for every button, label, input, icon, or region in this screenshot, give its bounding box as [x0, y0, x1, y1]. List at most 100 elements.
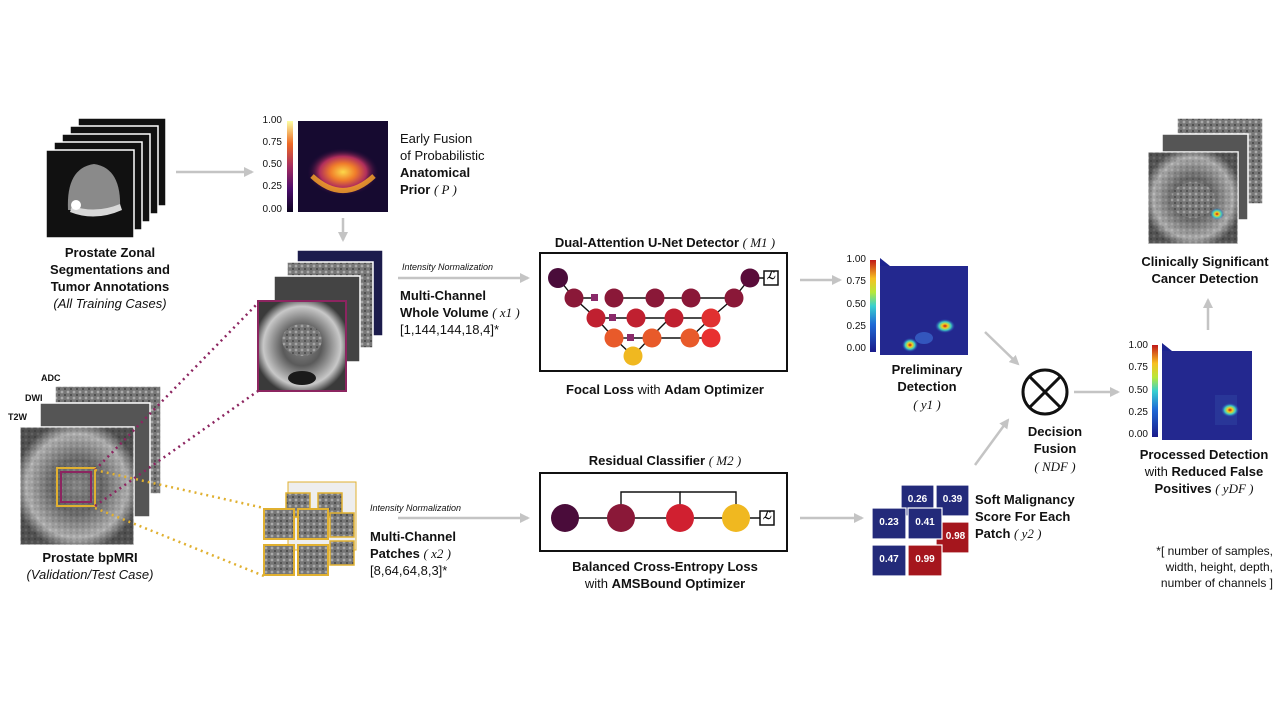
detector-loss: Focal Loss with Adam Optimizer: [520, 381, 810, 398]
zonal-title-line-3: Tumor Annotations: [50, 279, 170, 294]
fusion-operator-icon: [1021, 368, 1069, 416]
detector-loss-c: Adam Optimizer: [664, 382, 764, 397]
prior-label-line-1: Early Fusion: [400, 131, 473, 146]
footnote-line-1: *[ number of samples,: [1156, 544, 1273, 558]
preliminary-tick: 0.50: [846, 299, 866, 310]
zonal-title: Prostate Zonal Segmentations and Tumor A…: [20, 244, 200, 295]
zonal-subtitle: (All Training Cases): [53, 296, 167, 311]
preliminary-colorbar: [870, 260, 876, 352]
whole-volume-stack: [257, 249, 384, 392]
malignancy-score-cubes: [871, 484, 970, 577]
prior-map: [298, 121, 388, 212]
score-value: 0.39: [942, 494, 963, 505]
detector-loss-b: with: [637, 382, 661, 397]
sequence-label-t2w: T2W: [8, 412, 27, 422]
prior-tick: 0.50: [262, 159, 282, 170]
classifier-loss-b: with: [584, 576, 608, 591]
processed-line-1: Processed Detection: [1139, 447, 1269, 462]
prior-tick: 0.25: [262, 181, 282, 192]
processed-tick: 0.00: [1128, 429, 1148, 440]
preliminary-tick: 0.75: [846, 276, 866, 287]
detector-loss-a: Focal Loss: [566, 382, 634, 397]
classifier-box: [539, 472, 788, 552]
preliminary-tick: 0.25: [846, 321, 866, 332]
sequence-label-dwi: DWI: [25, 393, 43, 403]
gold-dotted-lines: [94, 468, 265, 578]
processed-tick: 0.50: [1128, 385, 1148, 396]
processed-tick: 0.25: [1128, 407, 1148, 418]
malignancy-line-1: Soft Malignancy: [975, 492, 1075, 507]
score-value: 0.98: [945, 531, 966, 542]
zonal-segmentation-stack: [45, 117, 167, 239]
preliminary-line-2: Detection: [897, 379, 957, 394]
patches-line-1: Multi-Channel: [370, 529, 456, 544]
whole-volume-line-2: Whole Volume: [400, 305, 489, 320]
whole-volume-symbol: ( x1 ): [492, 305, 520, 320]
patch-grid: [263, 481, 357, 576]
malignancy-line-2: Score For Each: [975, 509, 1071, 524]
footnote-line-3: number of channels ]: [1160, 576, 1273, 590]
classifier-loss-a: Balanced Cross-Entropy Loss: [572, 559, 758, 574]
preliminary-tick: 0.00: [846, 343, 866, 354]
prior-label-line-2: of Probabilistic: [400, 148, 485, 163]
prior-colorbar-ticks: 1.00 0.75 0.50 0.25 0.00: [256, 115, 282, 219]
processed-line-2b: Reduced False: [1171, 464, 1264, 479]
footnote: *[ number of samples, width, height, dep…: [1128, 543, 1273, 591]
score-value: 0.47: [879, 554, 899, 565]
sequence-label-adc: ADC: [41, 373, 61, 383]
footnote-line-2: width, height, depth,: [1165, 560, 1273, 574]
detector-box: [539, 252, 788, 372]
prior-tick: 1.00: [262, 115, 282, 126]
whole-volume-norm-label: Intensity Normalization: [402, 262, 494, 272]
whole-volume-label: Multi-Channel Whole Volume ( x1 ) [1,144…: [400, 287, 520, 338]
score-value: 0.26: [907, 494, 928, 505]
preliminary-symbol: ( y1 ): [913, 397, 941, 412]
score-value: 0.99: [915, 554, 935, 565]
prior-tick: 0.00: [262, 204, 282, 215]
patches-symbol: ( x2 ): [423, 546, 451, 561]
processed-colorbar-ticks: 1.00 0.75 0.50 0.25 0.00: [1118, 340, 1148, 444]
fusion-line-2: Fusion: [1033, 441, 1077, 456]
processed-heatmap: [1162, 343, 1252, 440]
zonal-title-line-2: Segmentations and: [50, 262, 170, 277]
preliminary-label: Preliminary Detection: [872, 361, 982, 395]
fusion-line-1: Decision: [1027, 424, 1083, 439]
classifier-loss-icon: ℒ: [763, 510, 771, 522]
preliminary-colorbar-ticks: 1.00 0.75 0.50 0.25 0.00: [838, 254, 866, 358]
prior-label-line-4: Prior: [400, 182, 431, 197]
classifier-title-text: Residual Classifier: [588, 453, 706, 468]
bpmri-stack: [19, 385, 162, 546]
whole-volume-line-1: Multi-Channel: [400, 288, 486, 303]
detector-loss-icon: ℒ: [767, 270, 775, 282]
fusion-label: Decision Fusion: [1000, 423, 1110, 457]
prior-symbol: ( P ): [433, 182, 457, 197]
malignancy-label: Soft Malignancy Score For Each Patch ( y…: [975, 491, 1075, 542]
malignancy-line-3: Patch: [975, 526, 1011, 541]
classifier-loss-c: AMSBound Optimizer: [611, 576, 746, 591]
whole-volume-shape: [1,144,144,18,4]*: [400, 322, 500, 337]
arrow-preliminary-to-fusion: [984, 331, 1020, 366]
processed-symbol: ( yDF ): [1215, 481, 1254, 496]
patches-shape: [8,64,64,8,3]*: [370, 563, 448, 578]
prior-label-line-3: Anatomical: [400, 165, 471, 180]
prior-colorbar: [287, 121, 293, 212]
classifier-symbol: ( M2 ): [708, 453, 742, 468]
fusion-symbol: ( NDF ): [1034, 459, 1076, 474]
detector-title-text: Dual-Attention U-Net Detector: [554, 235, 740, 250]
significant-line-2: Cancer Detection: [1151, 271, 1259, 286]
classifier-loss: Balanced Cross-Entropy Loss with AMSBoun…: [520, 558, 810, 592]
bpmri-subtitle: (Validation/Test Case): [26, 567, 154, 582]
patches-norm-label: Intensity Normalization: [370, 503, 462, 513]
processed-tick: 0.75: [1128, 362, 1148, 373]
preliminary-tick: 1.00: [846, 254, 866, 265]
prior-label: Early Fusion of Probabilistic Anatomical…: [400, 130, 485, 198]
preliminary-heatmap: [880, 258, 968, 355]
processed-colorbar: [1152, 345, 1158, 437]
processed-line-2a: with: [1144, 464, 1168, 479]
patches-line-2: Patches: [370, 546, 420, 561]
arrow-scores-to-fusion: [973, 418, 1010, 466]
processed-label: Processed Detection with Reduced False P…: [1130, 446, 1278, 497]
preliminary-line-1: Preliminary: [891, 362, 963, 377]
score-value: 0.23: [879, 517, 899, 528]
